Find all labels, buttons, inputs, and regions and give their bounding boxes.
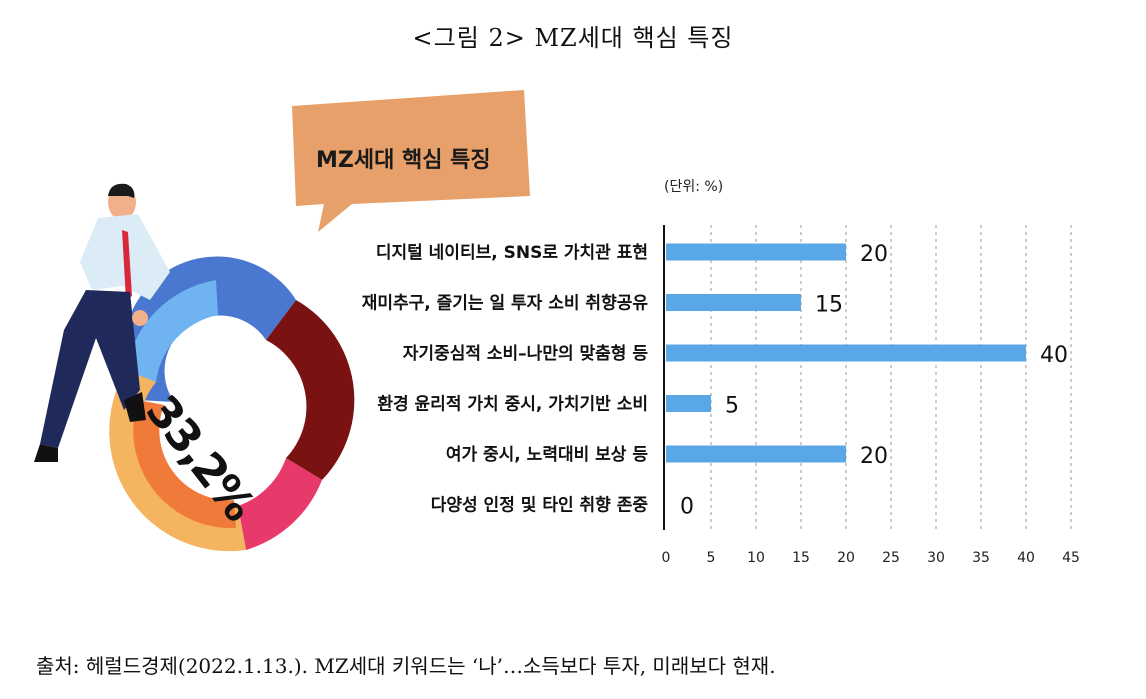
bar [666, 243, 846, 261]
businessman-icon [34, 183, 170, 462]
x-tick-labels: 0 5 10 15 20 25 30 35 40 45 [662, 550, 1080, 566]
x-tick-label: 10 [747, 550, 765, 566]
x-tick-label: 20 [837, 550, 855, 566]
x-tick-label: 25 [882, 550, 900, 566]
x-tick-label: 40 [1017, 550, 1035, 566]
bubble-title: MZ세대 핵심 특징 [316, 148, 491, 173]
x-tick-label: 0 [662, 550, 671, 566]
bar [666, 294, 801, 311]
category-label: 디지털 네이티브, SNS로 가치관 표현 [376, 243, 648, 263]
x-tick-label: 45 [1062, 550, 1080, 566]
bar [666, 445, 846, 463]
x-tick-label: 15 [792, 550, 810, 566]
speech-bubble [292, 90, 530, 232]
category-label: 여가 중시, 노력대비 보상 등 [446, 445, 649, 465]
value-label: 0 [680, 495, 694, 520]
source-note: 출처: 헤럴드경제(2022.1.13.). MZ세대 키워드는 ‘나’…소득보… [36, 654, 776, 678]
illustration [34, 90, 530, 552]
x-tick-label: 30 [927, 550, 945, 566]
bars [666, 243, 1026, 463]
value-labels: 20 15 40 5 20 0 [680, 242, 1068, 520]
value-label: 20 [860, 444, 888, 469]
category-label: 환경 윤리적 가치 중시, 가치기반 소비 [377, 395, 648, 415]
figure-title: <그림 2> MZ세대 핵심 특징 [412, 24, 734, 52]
bar [666, 395, 711, 412]
x-tick-label: 35 [972, 550, 990, 566]
category-label: 재미추구, 즐기는 일 투자 소비 취향공유 [362, 293, 649, 314]
category-label: 다양성 인정 및 타인 취향 존중 [431, 495, 649, 516]
bar [666, 344, 1026, 362]
category-label: 자기중심적 소비–나만의 맞춤형 등 [403, 343, 649, 364]
value-label: 20 [860, 242, 888, 267]
value-label: 15 [815, 293, 843, 318]
donut-ring-icon [109, 256, 355, 552]
value-label: 40 [1040, 343, 1068, 368]
unit-label: (단위: %) [664, 179, 723, 195]
x-tick-label: 5 [707, 550, 716, 566]
value-label: 5 [725, 394, 739, 419]
gridlines [710, 225, 1072, 530]
